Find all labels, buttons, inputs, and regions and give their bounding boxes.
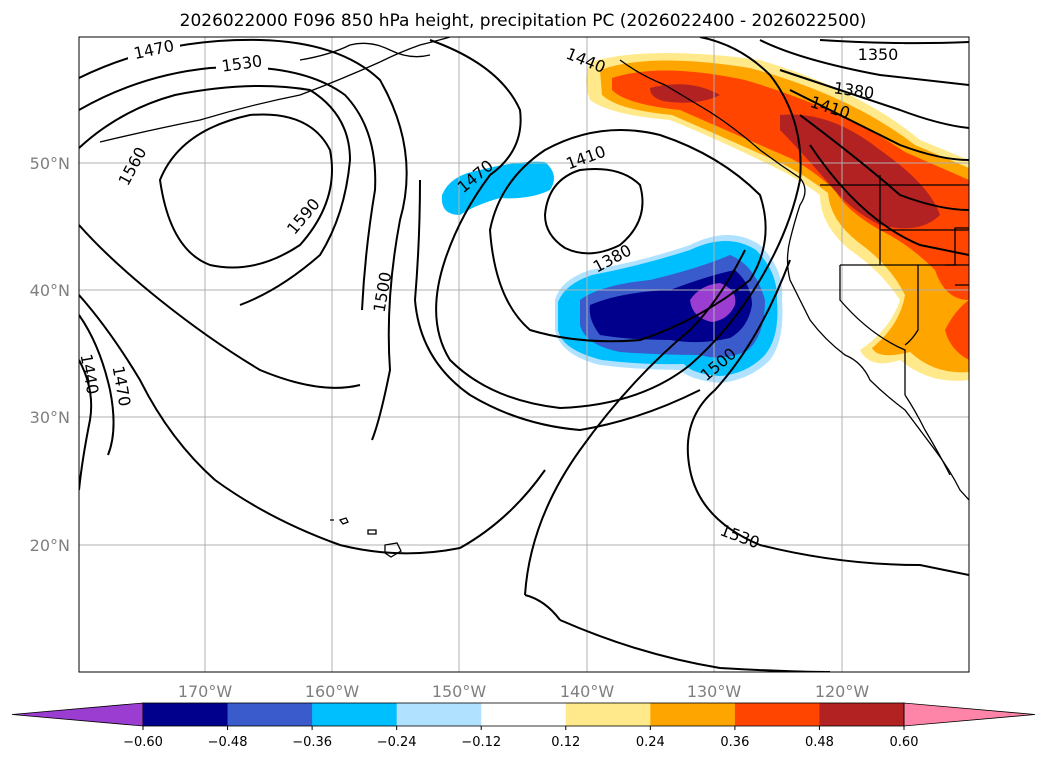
contour-label: 1350 (858, 45, 899, 64)
precip-negative-region (441, 161, 783, 383)
lon-tick-label: 140°W (560, 682, 615, 701)
colorbar-segment (396, 703, 482, 726)
lat-tick-label: 30°N (30, 408, 70, 427)
colorbar-extend-high (903, 702, 1036, 727)
map-border (78, 36, 970, 673)
lon-tick-label: 160°W (305, 682, 360, 701)
colorbar-segment (565, 703, 651, 726)
lon-tick-label: 130°W (687, 682, 742, 701)
lat-tick-label: 20°N (30, 536, 70, 555)
contour-label: 1440 (77, 352, 103, 395)
colorbar-tick-label: −0.12 (461, 735, 501, 750)
colorbar-segment (312, 703, 398, 726)
lon-tick-label: 150°W (432, 682, 487, 701)
lat-tick-label: 50°N (30, 154, 70, 173)
lon-axis-labels: 170°W 160°W 150°W 140°W 130°W 120°W (178, 682, 870, 701)
coastlines (99, 37, 969, 558)
colorbar-tick-label: 0.36 (720, 735, 749, 750)
colorbar-border (142, 702, 905, 727)
colorbar-tick-label: −0.24 (377, 735, 417, 750)
colorbar-segment (143, 703, 229, 726)
colorbar-tick-label: 0.48 (805, 735, 834, 750)
chart-title: 2026022000 F096 850 hPa height, precipit… (180, 11, 867, 31)
lat-axis-labels: 50°N 40°N 30°N 20°N (30, 154, 70, 555)
colorbar-tick-label: −0.48 (208, 735, 248, 750)
lon-tick-label: 120°W (815, 682, 870, 701)
gridlines (79, 37, 969, 672)
height-contours (79, 37, 969, 672)
colorbar-segment (481, 703, 567, 726)
colorbar-tick-label: −0.36 (292, 735, 332, 750)
colorbar-segment (734, 703, 820, 726)
colorbar-tick-label: −0.60 (123, 735, 163, 750)
colorbar-extend-low (11, 702, 144, 727)
colorbar-segment (819, 703, 905, 726)
lon-tick-label: 170°W (178, 682, 233, 701)
colorbar-tick-label: 0.24 (636, 735, 665, 750)
colorbar-segment (227, 703, 313, 726)
colorbar-segment (650, 703, 736, 726)
colorbar: −0.60 −0.48 −0.36 −0.24 −0.12 0.12 0.24 0.36 0.4… (11, 702, 1036, 750)
lat-tick-label: 40°N (30, 281, 70, 300)
colorbar-tick-label: 0.60 (890, 735, 919, 750)
colorbar-tick-label: 0.12 (551, 735, 580, 750)
